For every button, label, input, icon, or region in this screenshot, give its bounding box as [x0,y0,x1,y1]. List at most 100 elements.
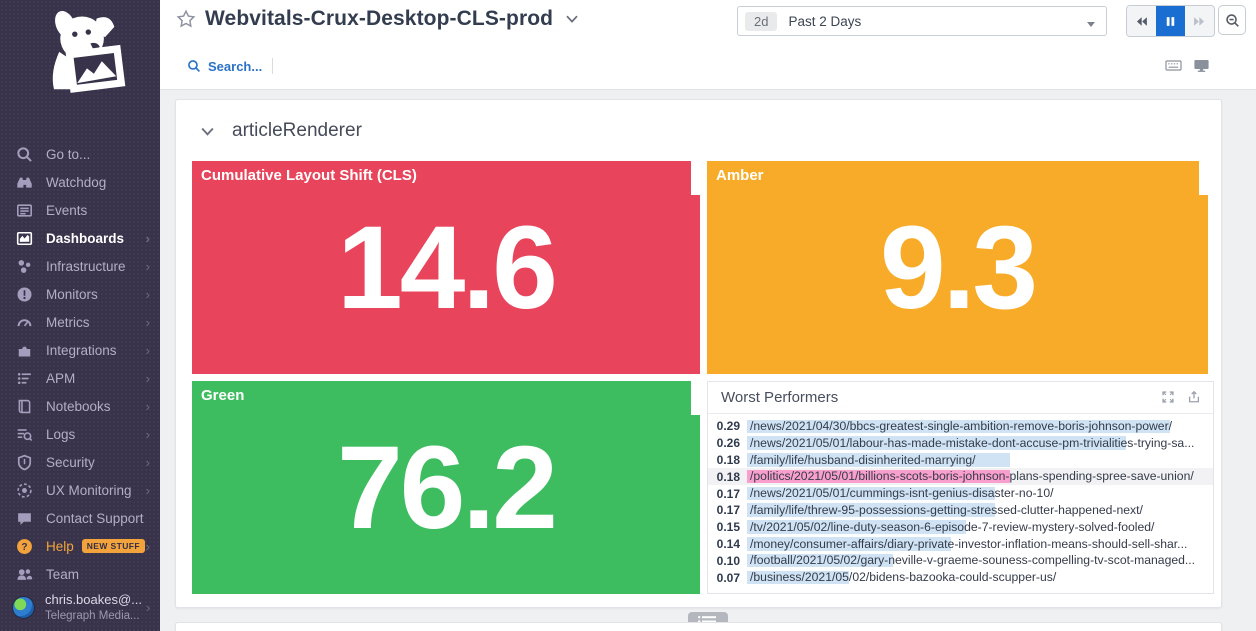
time-range-label: Past 2 Days [788,13,862,29]
security-icon [16,454,33,471]
table-row[interactable]: 0.07/business/2021/05/02/bidens-bazooka-… [708,569,1213,586]
sidebar-item-label: UX Monitoring [46,482,132,498]
worst-performers-widget: Worst Performers 0.29/news/2021/04/30/bb… [707,381,1214,594]
sidebar-item-ux-monitoring[interactable]: UX Monitoring › [0,476,160,504]
table-row[interactable]: 0.10/football/2021/05/02/gary-neville-v-… [708,552,1213,569]
sidebar-item-monitors[interactable]: Monitors › [0,280,160,308]
row-url: /money/consumer-affairs/diary-private-in… [750,536,1188,551]
datadog-logo-icon[interactable] [28,4,132,108]
user-menu[interactable]: chris.boakes@... Telegraph Media... › [0,588,172,627]
page-title: Webvitals-Crux-Desktop-CLS-prod [205,7,554,30]
zoom-out-button[interactable] [1218,5,1246,35]
chevron-right-icon: › [145,398,150,414]
help-icon: ? [16,538,33,555]
user-org: Telegraph Media... [45,609,140,622]
next-widget-group-card [175,622,1222,631]
row-value: 0.29 [716,419,740,434]
sidebar-item-dashboards[interactable]: Dashboards › [0,224,160,252]
user-text: chris.boakes@... Telegraph Media... [45,592,142,623]
sidebar-item-notebooks[interactable]: Notebooks › [0,392,160,420]
widget-actions [1161,390,1201,404]
sidebar-item-go-to[interactable]: Go to... [0,140,160,168]
search-icon [187,59,201,73]
magnifier-minus-icon [1225,13,1240,28]
sidebar-item-security[interactable]: Security › [0,448,160,476]
time-backward-button[interactable] [1127,6,1156,36]
toplist-table: 0.29/news/2021/04/30/bbcs-greatest-singl… [708,414,1213,586]
query-value-widget-amber[interactable]: Amber 9.3 [707,161,1208,374]
keyboard-icon[interactable] [1165,58,1182,73]
sidebar-nav: Go to... Watchdog Events Dashboards › Infrast… [0,140,160,588]
widget-value: 76.2 [337,421,558,554]
table-row[interactable]: 0.14/money/consumer-affairs/diary-privat… [708,536,1213,553]
row-url: /business/2021/05/02/bidens-bazooka-coul… [750,570,1057,585]
query-value-widget-green[interactable]: Green 76.2 [192,381,700,594]
row-value: 0.26 [716,436,740,451]
row-url: /family/life/husband-disinherited-marryi… [750,452,976,467]
row-bar [747,503,995,517]
table-row[interactable]: 0.26/news/2021/05/01/labour-has-made-mis… [708,435,1213,452]
avatar [12,596,35,620]
monitor-icon[interactable] [1193,58,1210,73]
sidebar-item-watchdog[interactable]: Watchdog [0,168,160,196]
metrics-icon [16,314,33,331]
pause-button[interactable] [1156,6,1185,36]
row-bar-track: /football/2021/05/02/gary-neville-v-grae… [747,552,1205,569]
chevron-right-icon: › [145,482,150,498]
sidebar-item-contact-support[interactable]: Contact Support [0,504,160,532]
time-forward-button[interactable] [1185,6,1214,36]
main-area: Webvitals-Crux-Desktop-CLS-prod Search..… [160,0,1256,631]
row-bar [747,419,1170,433]
sidebar-item-apm[interactable]: APM › [0,364,160,392]
binoculars-icon [16,174,33,191]
star-icon[interactable] [176,9,196,29]
row-url: /football/2021/05/02/gary-neville-v-grae… [750,553,1196,568]
worst-performers-header: Worst Performers [708,382,1213,414]
chevron-right-icon: › [145,454,150,470]
expand-icon[interactable] [1161,390,1175,404]
row-bar-track: /tv/2021/05/02/line-duty-season-6-episod… [747,519,1205,536]
chevron-right-icon: › [146,600,151,616]
time-range-picker[interactable]: 2d Past 2 Days [737,6,1107,36]
table-row[interactable]: 0.29/news/2021/04/30/bbcs-greatest-singl… [708,418,1213,435]
table-row[interactable]: 0.18/politics/2021/05/01/billions-scots-… [708,468,1213,486]
table-row[interactable]: 0.18/family/life/husband-disinherited-ma… [708,452,1213,469]
search-placeholder: Search... [208,58,263,74]
table-row[interactable]: 0.17/news/2021/05/01/cummings-isnt-geniu… [708,485,1213,502]
sidebar-item-logs[interactable]: Logs › [0,420,160,448]
sidebar: Go to... Watchdog Events Dashboards › Infrast… [0,0,160,631]
sidebar-item-integrations[interactable]: Integrations › [0,336,160,364]
ux-monitoring-icon [16,482,33,499]
table-row[interactable]: 0.17/family/life/threw-95-possessions-ge… [708,502,1213,519]
row-bar [747,570,850,585]
chevron-down-icon[interactable] [565,12,579,26]
sidebar-item-help[interactable]: ? Help NEW STUFF › [0,532,160,560]
sidebar-item-infrastructure[interactable]: Infrastructure › [0,252,160,280]
query-value-widget-cls[interactable]: Cumulative Layout Shift (CLS) 14.6 [192,161,700,374]
chevron-down-icon [200,124,215,139]
row-bar-track: /news/2021/04/30/bbcs-greatest-single-am… [747,418,1205,435]
chat-bubble-icon [16,510,33,527]
table-row[interactable]: 0.15/tv/2021/05/02/line-duty-season-6-ep… [708,519,1213,536]
row-value: 0.07 [716,570,740,585]
notebooks-icon [16,398,33,415]
search-bar[interactable]: Search... [187,58,274,74]
row-bar [747,553,893,568]
row-value: 0.15 [716,520,740,535]
events-icon [16,202,33,219]
row-value: 0.14 [716,536,740,551]
sidebar-item-label: Events [46,202,88,218]
sidebar-item-label: Integrations [46,342,117,358]
row-bar-track: /family/life/threw-95-possessions-gettin… [747,502,1205,519]
row-bar-track: /family/life/husband-disinherited-marryi… [747,452,1205,469]
share-icon[interactable] [1187,390,1201,404]
row-url: /tv/2021/05/02/line-duty-season-6-episod… [750,519,1155,534]
sidebar-item-events[interactable]: Events [0,196,160,224]
row-bar [747,453,1010,467]
section-header[interactable]: articleRenderer [200,120,362,142]
sidebar-item-metrics[interactable]: Metrics › [0,308,160,336]
sidebar-item-label: Dashboards [46,230,125,246]
row-bar-track: /news/2021/05/01/cummings-isnt-genius-di… [747,485,1205,502]
sidebar-item-team[interactable]: Team [0,560,160,588]
